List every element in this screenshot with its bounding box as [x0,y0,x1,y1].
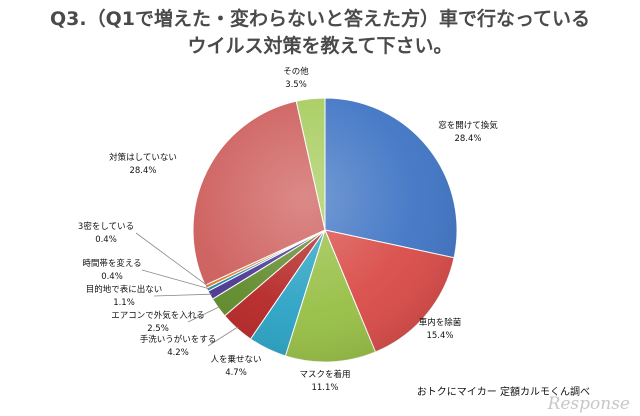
slice-value-0: 28.4% [454,134,481,144]
watermark-logo: Response [547,394,630,414]
slice-value-6: 1.1% [113,298,135,308]
leader-line-6 [153,293,212,297]
slice-value-5: 2.5% [147,324,169,334]
leader-line-5 [187,306,221,323]
leader-line-4 [207,326,239,347]
slice-label-0: 窓を開けて換気 [438,120,498,131]
slice-value-2: 11.1% [311,383,338,393]
slice-label-8: 3密をしている [78,221,134,232]
slice-value-10: 3.5% [285,80,307,90]
slice-value-8: 0.4% [95,235,117,245]
slice-label-7: 時間帯を変える [82,258,141,269]
slice-value-1: 15.4% [426,331,453,341]
slice-label-3: 人を乗せない [210,354,261,365]
chart-title-line2: ウイルス対策を教えて下さい。 [187,35,453,57]
slice-value-9: 28.4% [129,166,156,176]
slice-label-1: 車内を除菌 [419,317,462,328]
slice-label-10: その他 [283,66,309,77]
slice-value-4: 4.2% [167,348,189,358]
slice-label-4: 手洗いうがいをする [140,334,217,345]
leader-line-7 [141,269,210,290]
slice-label-9: 対策はしていない [109,152,177,163]
slice-value-3: 4.7% [225,368,247,378]
chart-title-line1: Q3.（Q1で増えた・変わらないと答えた方）車で行なっている [49,8,590,30]
leader-line-8 [135,232,208,287]
slice-label-5: エアコンで外気を入れる [111,310,205,321]
survey-credit: おトクにマイカー 定額カルモくん調べ [416,387,590,398]
slice-value-7: 0.4% [101,272,123,282]
slice-label-2: マスクを着用 [299,369,350,380]
chart-title: Q3.（Q1で増えた・変わらないと答えた方）車で行なっている ウイルス対策を教え… [0,6,640,60]
slice-label-6: 目的地で表に出ない [86,284,163,295]
